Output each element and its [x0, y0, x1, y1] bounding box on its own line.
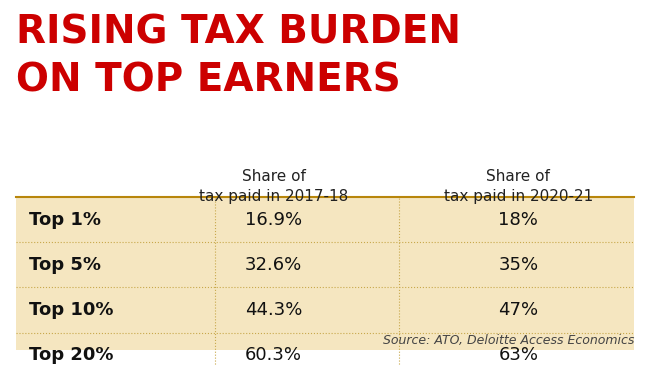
- Text: 16.9%: 16.9%: [245, 211, 302, 229]
- Text: Top 5%: Top 5%: [29, 256, 101, 274]
- Text: 47%: 47%: [499, 301, 538, 319]
- Bar: [16, 333, 634, 366]
- Text: 60.3%: 60.3%: [245, 346, 302, 364]
- Text: Top 1%: Top 1%: [29, 211, 101, 229]
- Text: 35%: 35%: [499, 256, 538, 274]
- Text: Share of
tax paid in 2020-21: Share of tax paid in 2020-21: [444, 169, 593, 204]
- Text: RISING TAX BURDEN: RISING TAX BURDEN: [16, 13, 461, 51]
- Text: 63%: 63%: [499, 346, 538, 364]
- Text: 44.3%: 44.3%: [245, 301, 302, 319]
- Text: ON TOP EARNERS: ON TOP EARNERS: [16, 62, 400, 100]
- Text: Share of
tax paid in 2017-18: Share of tax paid in 2017-18: [199, 169, 348, 204]
- Text: Top 10%: Top 10%: [29, 301, 113, 319]
- Bar: [16, 242, 634, 288]
- Text: 18%: 18%: [499, 211, 538, 229]
- Bar: [16, 288, 634, 333]
- Text: Source: ATO, Deloitte Access Economics: Source: ATO, Deloitte Access Economics: [383, 333, 634, 347]
- Text: 32.6%: 32.6%: [245, 256, 302, 274]
- Bar: [16, 197, 634, 242]
- Text: Top 20%: Top 20%: [29, 346, 113, 364]
